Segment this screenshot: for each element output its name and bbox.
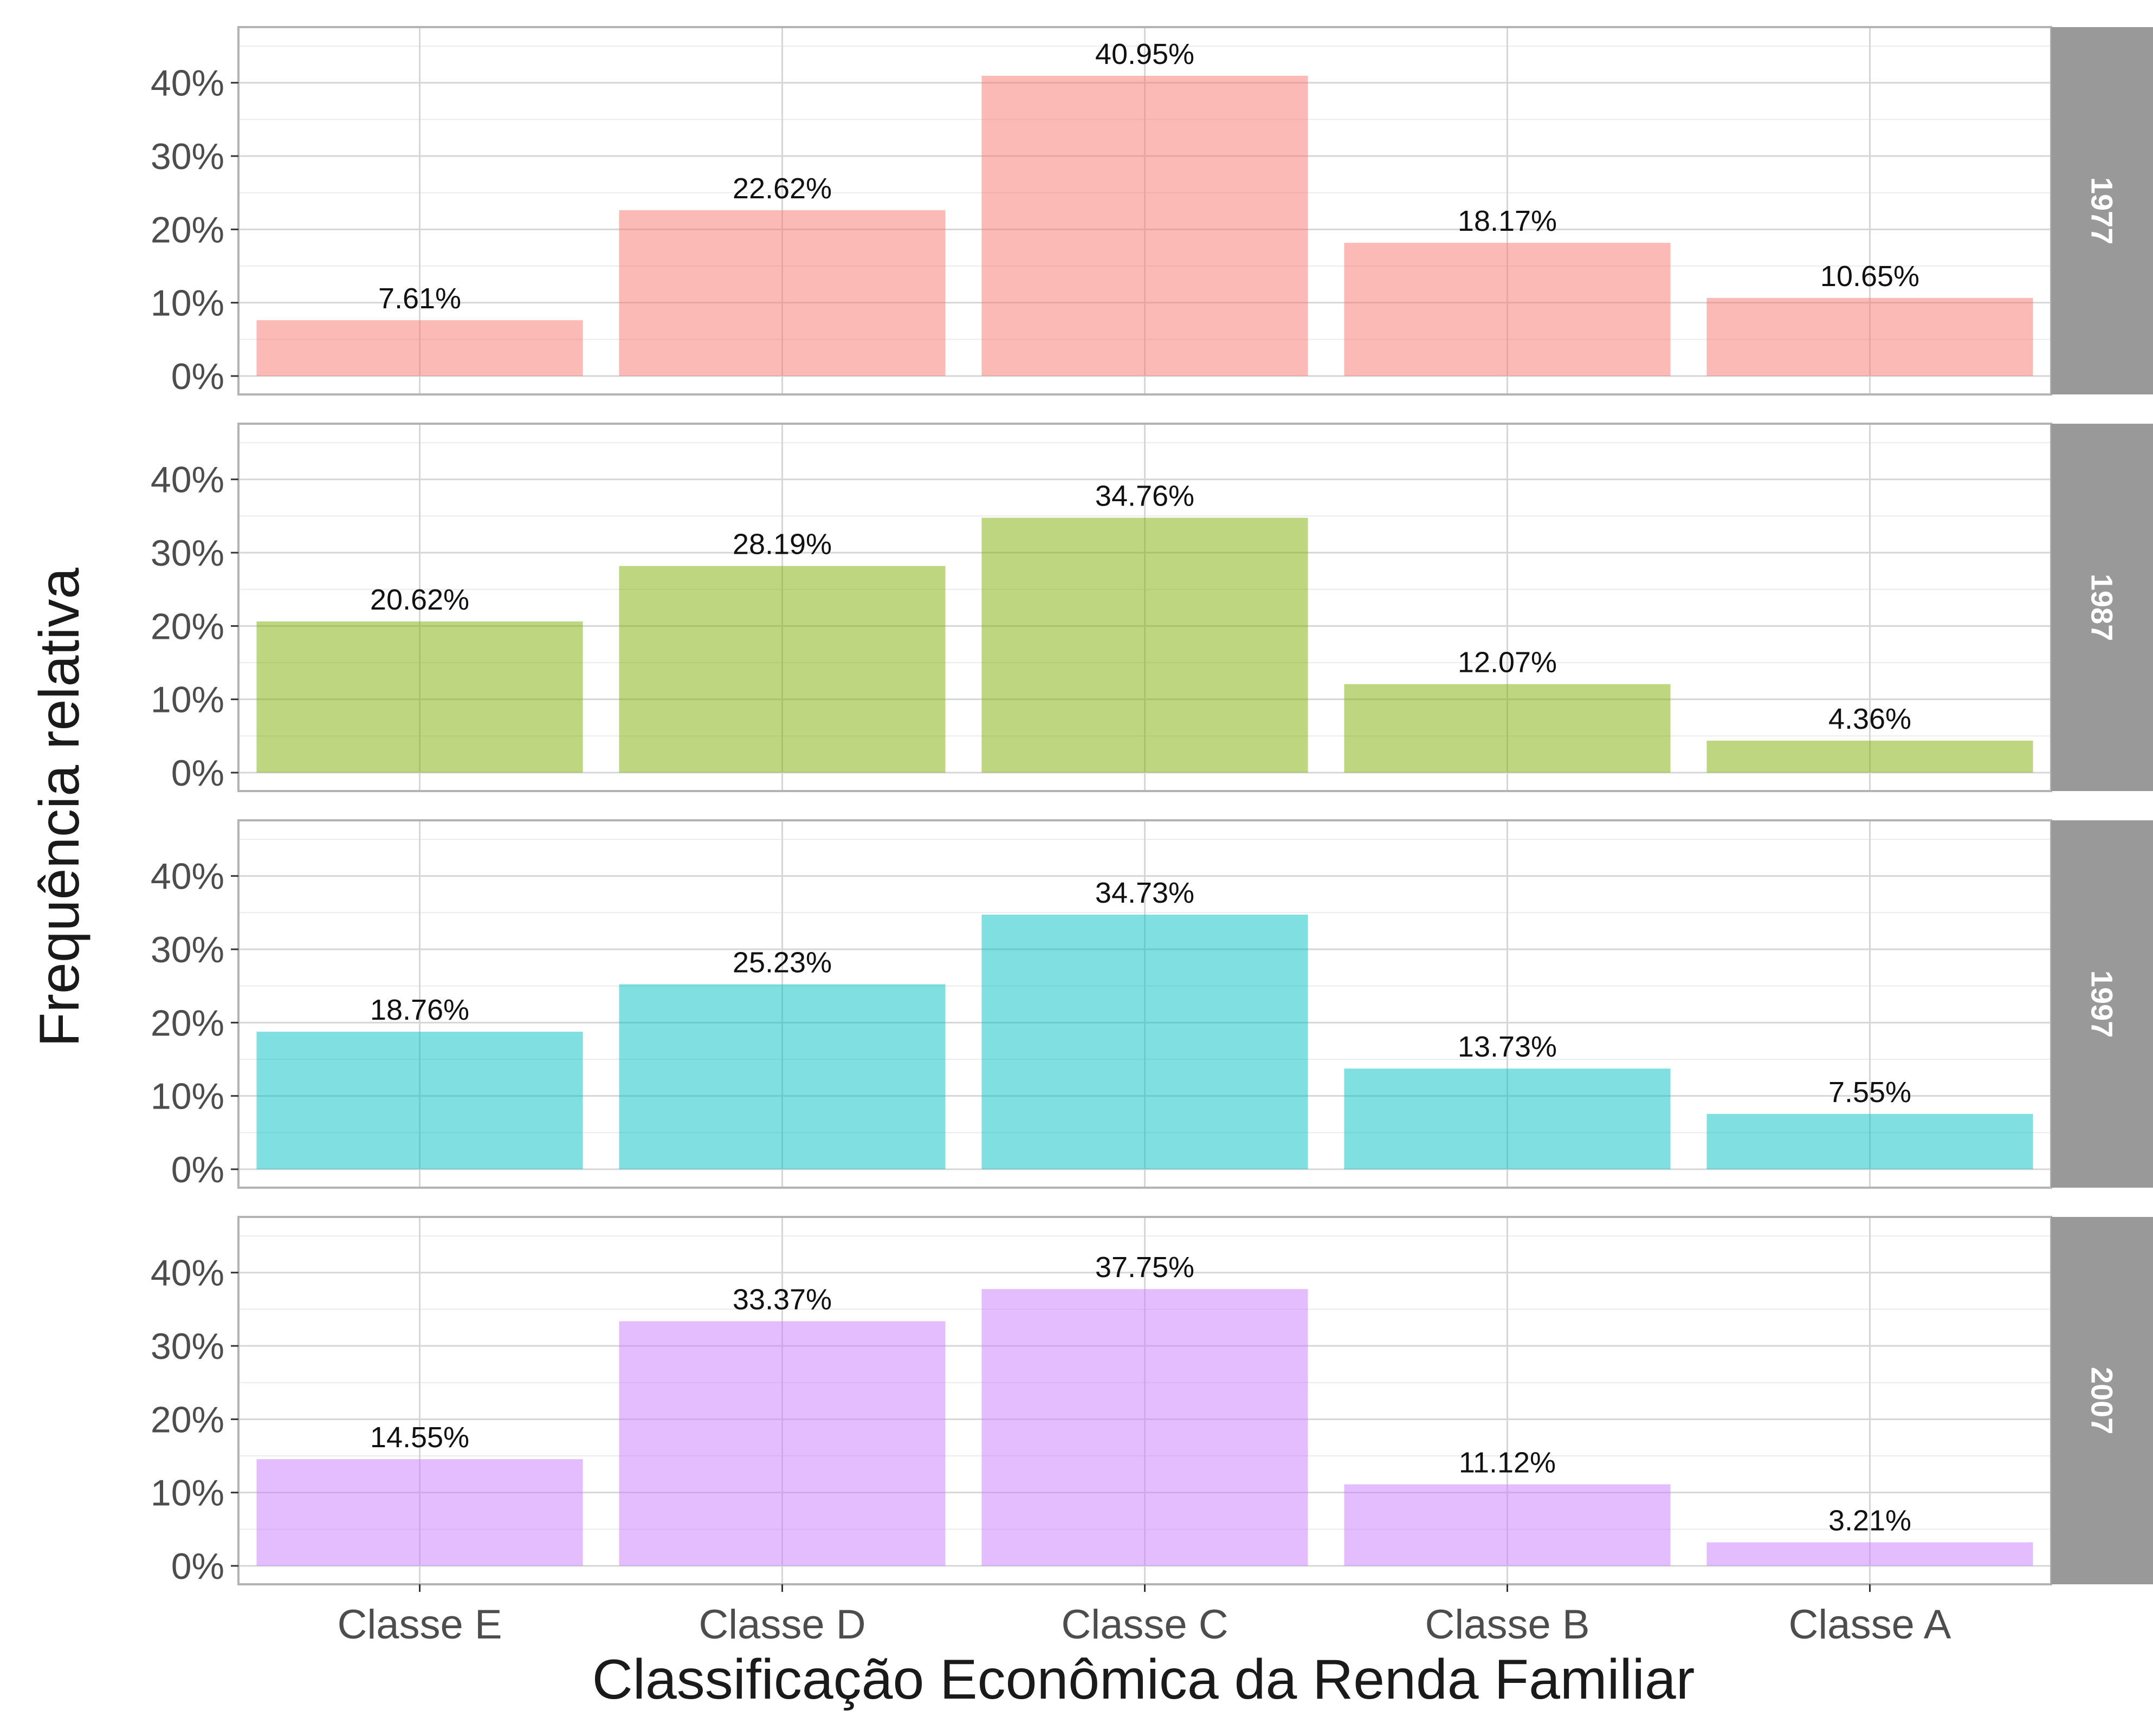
bar-value-label: 34.73%	[1095, 877, 1194, 909]
y-tick-label: 10%	[151, 1076, 224, 1117]
y-axis-title: Frequência relativa	[28, 568, 91, 1047]
y-tick-label: 10%	[151, 283, 224, 324]
bar-1997-classe-e	[256, 1032, 583, 1169]
y-tick-label: 0%	[171, 753, 224, 794]
bar-value-label: 11.12%	[1459, 1447, 1556, 1479]
bar-1987-classe-a	[1706, 741, 2033, 773]
x-axis-title: Classificação Econômica da Renda Familia…	[592, 1648, 1695, 1711]
bar-2007-classe-e	[256, 1459, 583, 1566]
bar-1997-classe-a	[1706, 1113, 2033, 1169]
bar-1997-classe-b	[1344, 1068, 1671, 1169]
bar-1977-classe-a	[1706, 297, 2033, 376]
bar-value-label: 7.61%	[378, 282, 461, 315]
x-tick-label: Classe A	[1789, 1602, 1951, 1648]
y-tick-label: 30%	[151, 533, 224, 574]
facet-strip	[2051, 1217, 2153, 1584]
bar-2007-classe-b	[1344, 1484, 1671, 1566]
bar-1987-classe-b	[1344, 684, 1671, 773]
y-tick-label: 40%	[151, 856, 224, 897]
bar-value-label: 3.21%	[1828, 1505, 1911, 1537]
bar-value-label: 34.76%	[1095, 480, 1194, 513]
bar-2007-classe-d	[619, 1321, 946, 1566]
facet-strip	[2051, 424, 2153, 791]
y-tick-label: 30%	[151, 929, 224, 970]
y-tick-label: 30%	[151, 1326, 224, 1367]
bar-value-label: 4.36%	[1828, 703, 1911, 735]
bar-value-label: 33.37%	[733, 1283, 832, 1316]
facet-strip-label: 1987	[2085, 574, 2119, 642]
bar-1987-classe-c	[981, 517, 1308, 773]
facet-panel-1987: 20.62% 28.19% 34.76% 12.07% 4.36% 0% 10% 20% 30%…	[151, 423, 2153, 794]
bar-2007-classe-c	[981, 1289, 1308, 1566]
y-tick-label: 0%	[171, 1149, 224, 1190]
facet-panels: 7.61% 22.62% 40.95% 18.17% 10.65% 0% 10% 20% 30%…	[151, 26, 2153, 1587]
x-tick-label: Classe E	[337, 1602, 502, 1648]
facet-strip-label: 2007	[2085, 1367, 2119, 1435]
bar-value-label: 12.07%	[1458, 646, 1557, 679]
bar-1987-classe-e	[256, 621, 583, 773]
facet-strip-label: 1977	[2085, 177, 2119, 245]
bar-value-label: 7.55%	[1828, 1076, 1911, 1109]
x-axis: Classe E Classe D Classe C Classe B Classe A	[337, 1584, 1951, 1648]
facet-strip-label: 1997	[2085, 970, 2119, 1038]
y-tick-label: 40%	[151, 459, 224, 501]
x-tick-label: Classe B	[1425, 1602, 1589, 1648]
bar-value-label: 37.75%	[1095, 1251, 1194, 1284]
y-tick-label: 0%	[171, 356, 224, 397]
bar-value-label: 18.17%	[1458, 205, 1557, 237]
bar-1977-classe-e	[256, 320, 583, 376]
bar-1977-classe-d	[619, 210, 946, 376]
y-tick-label: 40%	[151, 1253, 224, 1294]
y-tick-label: 0%	[171, 1546, 224, 1587]
bar-value-label: 25.23%	[733, 947, 832, 979]
bar-value-label: 28.19%	[733, 528, 832, 561]
bar-1977-classe-b	[1344, 243, 1671, 376]
x-tick-label: Classe D	[699, 1602, 865, 1648]
facet-panel-1997: 18.76% 25.23% 34.73% 13.73% 7.55% 0% 10% 20% 30%…	[151, 819, 2153, 1190]
y-tick-label: 10%	[151, 1473, 224, 1514]
y-tick-label: 40%	[151, 63, 224, 104]
facet-strip	[2051, 820, 2153, 1188]
bar-value-label: 40.95%	[1095, 38, 1194, 70]
bar-1977-classe-c	[981, 75, 1308, 376]
y-tick-label: 20%	[151, 209, 224, 250]
bar-1997-classe-c	[981, 915, 1308, 1169]
facet-panel-2007: 14.55% 33.37% 37.75% 11.12% 3.21% 0% 10% 20% 30%…	[151, 1216, 2153, 1587]
facet-panel-1977: 7.61% 22.62% 40.95% 18.17% 10.65% 0% 10% 20% 30%…	[151, 26, 2153, 397]
facet-strip	[2051, 27, 2153, 394]
bar-value-label: 18.76%	[370, 994, 469, 1026]
bar-value-label: 14.55%	[370, 1421, 469, 1454]
y-tick-label: 20%	[151, 1399, 224, 1440]
y-tick-label: 30%	[151, 136, 224, 177]
bar-1987-classe-d	[619, 566, 946, 773]
y-tick-label: 10%	[151, 679, 224, 721]
y-tick-label: 20%	[151, 1002, 224, 1044]
bar-value-label: 22.62%	[733, 172, 832, 205]
x-tick-label: Classe C	[1061, 1602, 1228, 1648]
bar-1997-classe-d	[619, 984, 946, 1169]
y-tick-label: 20%	[151, 606, 224, 647]
bar-value-label: 10.65%	[1820, 260, 1919, 293]
bar-value-label: 20.62%	[370, 584, 469, 616]
bar-value-label: 13.73%	[1458, 1031, 1557, 1063]
bar-2007-classe-a	[1706, 1542, 2033, 1566]
